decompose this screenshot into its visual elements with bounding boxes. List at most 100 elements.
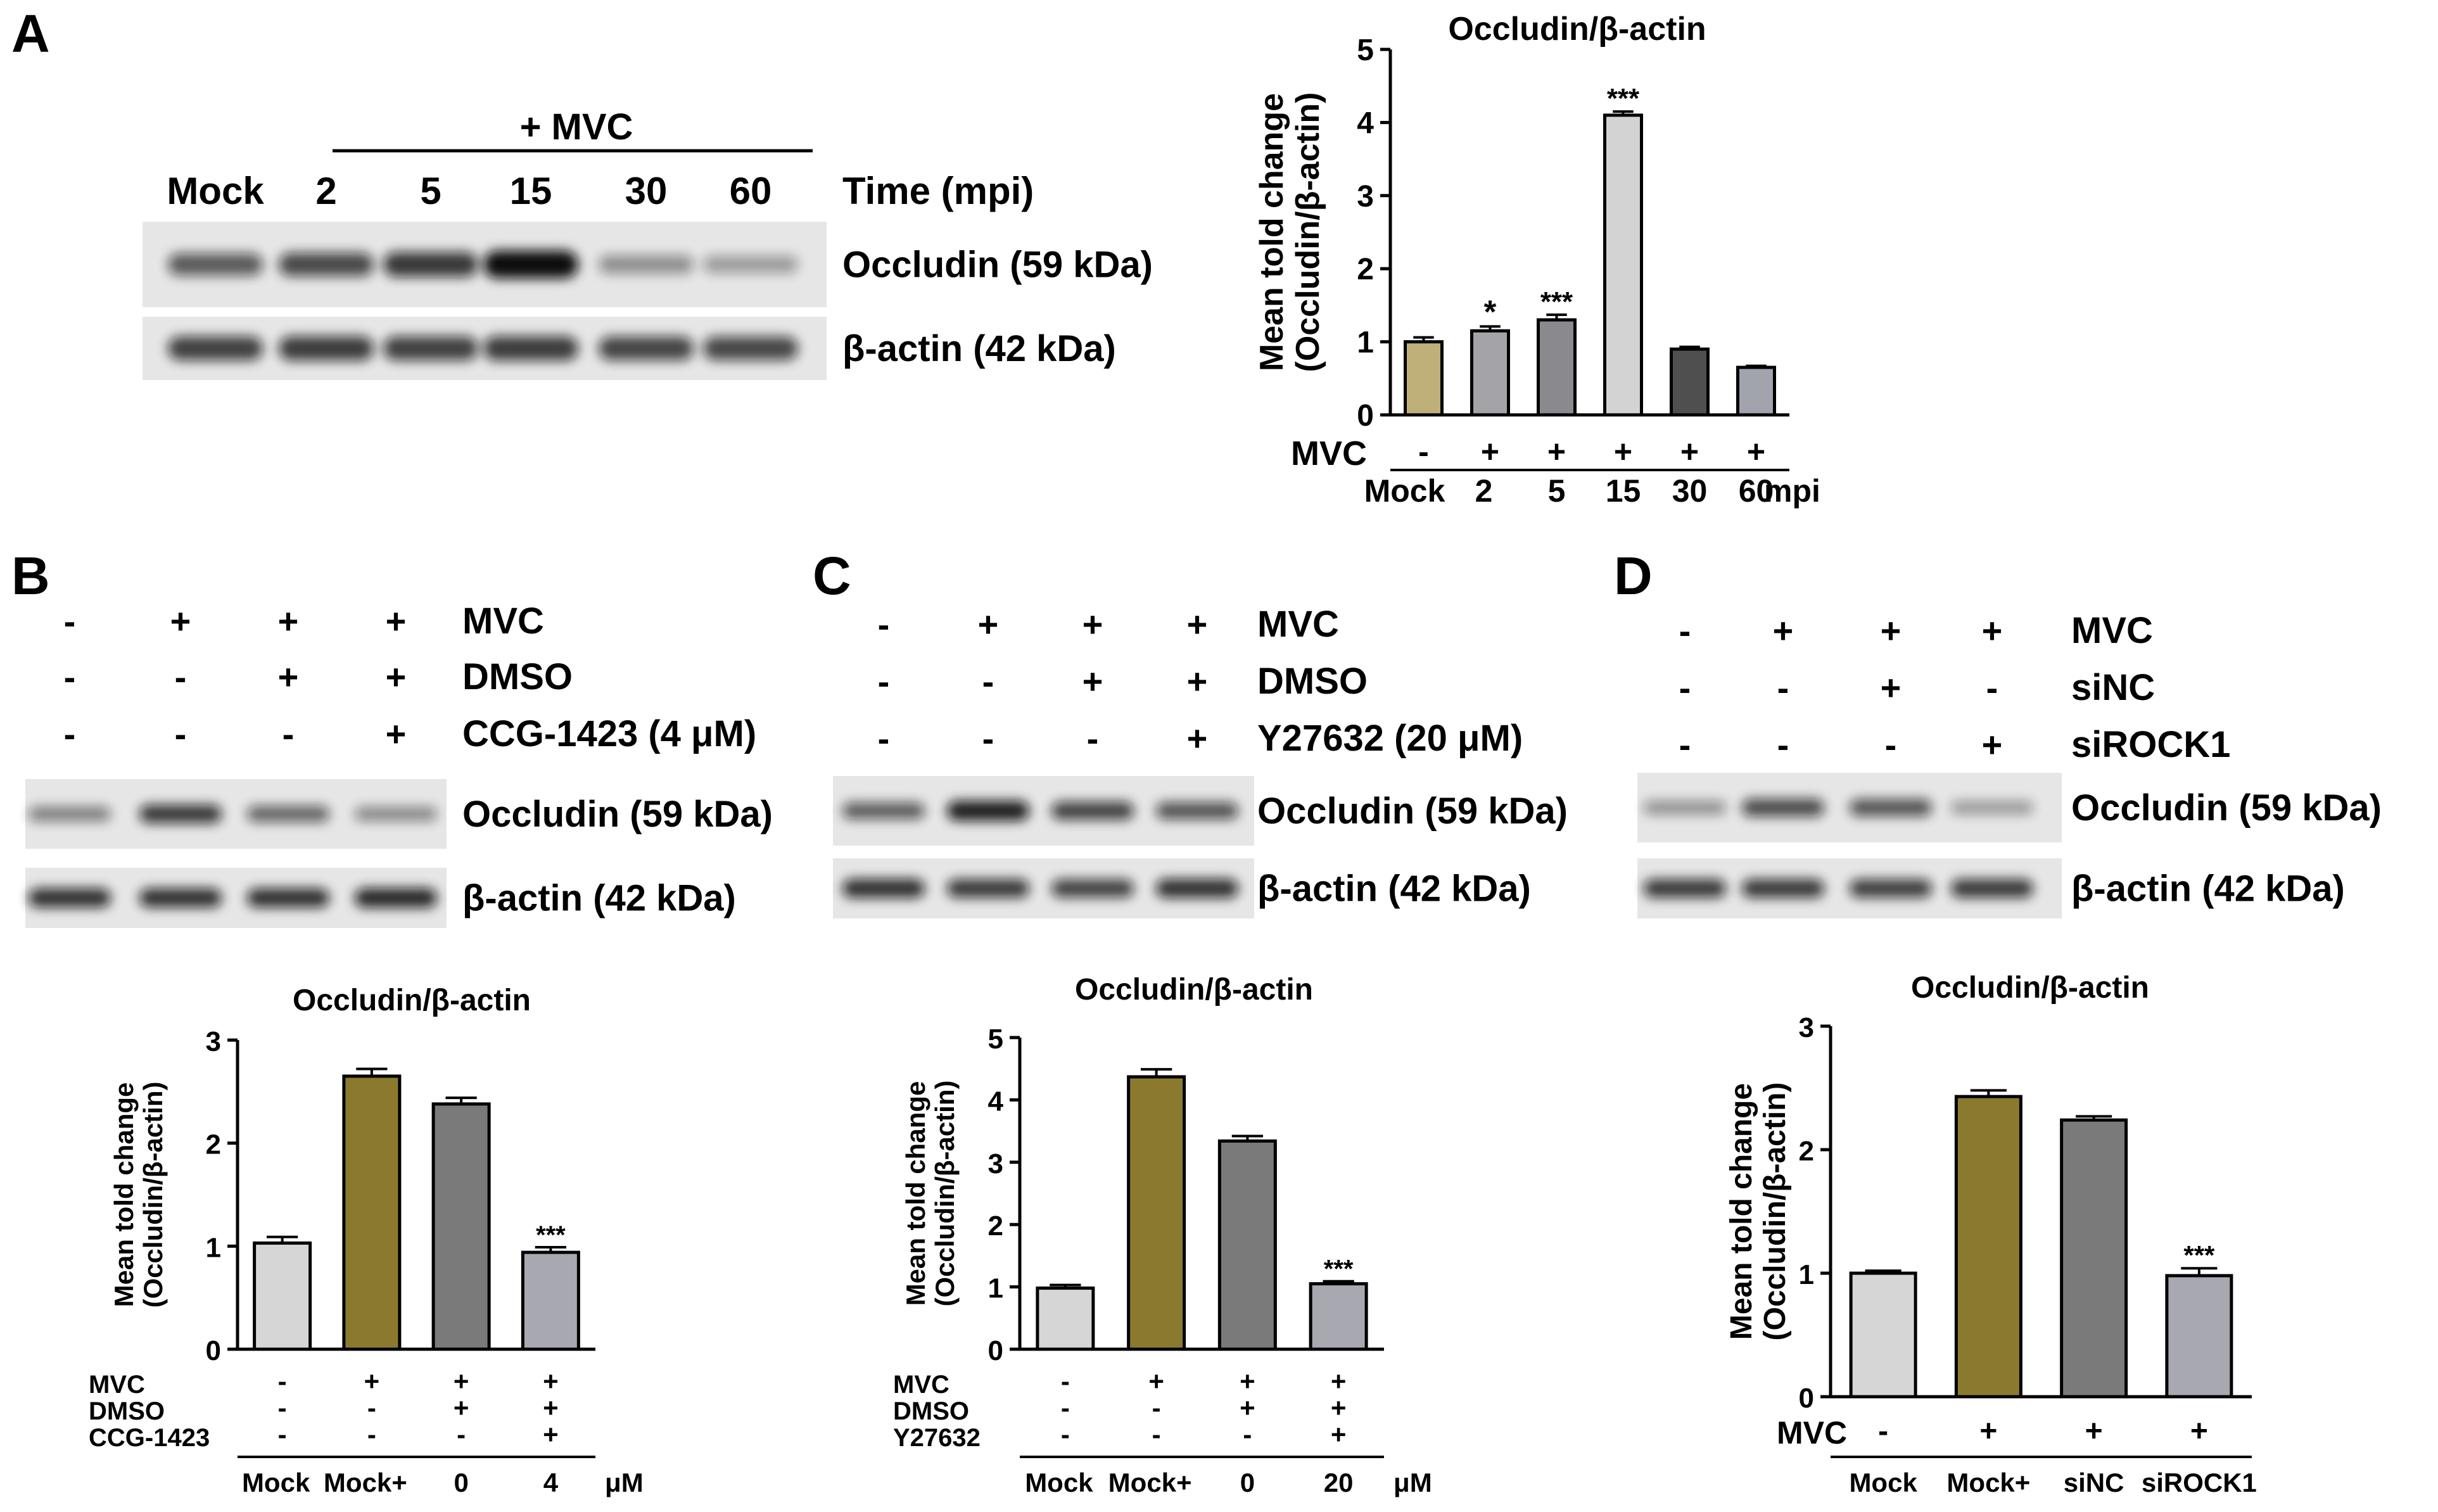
blot-b-sign: +: [278, 601, 299, 641]
blot-d-band-label: Occludin (59 kDa): [2071, 787, 2382, 829]
blot-d-sign: -: [1679, 668, 1691, 708]
chart-a-y-tick-label: 5: [1357, 34, 1374, 67]
blot-c-strip-1-band-2: [947, 801, 1029, 821]
chart-d-bar-2: [1954, 1095, 2022, 1399]
blot-c-strip-1-band-3: [1051, 801, 1134, 820]
panel-letter-c: C: [813, 546, 851, 606]
chart-a-bar-1: [1404, 340, 1444, 417]
blot-b-sign: +: [278, 657, 299, 697]
chart-c-category-label: Mock+: [1108, 1468, 1192, 1497]
chart-b-category-label: 4: [543, 1468, 559, 1497]
chart-b-sign: +: [364, 1366, 380, 1396]
chart-b-sign: +: [454, 1393, 469, 1423]
chart-c-sign: -: [1152, 1420, 1161, 1449]
chart-a-sign: +: [1481, 434, 1499, 469]
chart-a-significance: *: [1484, 293, 1497, 329]
chart-a-sign: +: [1547, 434, 1566, 469]
chart-b-category-label: 0: [454, 1468, 468, 1497]
blot-d-sign: -: [1679, 725, 1691, 765]
blot-b-strip-2-band-2: [139, 888, 222, 908]
blot-c-sign: -: [982, 718, 994, 758]
chart-c-y-label: Mean told change(Occludin/β-actin): [901, 1081, 960, 1307]
chart-d-title: Occludin/β-actin: [1911, 971, 2149, 1005]
blot-d-sign: -: [1986, 668, 1998, 708]
chart-c-sign: +: [1240, 1393, 1255, 1423]
blot-b-band-label: β-actin (42 kDa): [462, 878, 736, 919]
blot-a-strip-1-band-1: [168, 253, 263, 276]
blot-d-row-label: MVC: [2071, 610, 2153, 651]
blot-d: - + + + MVC - - + - siNC - - - + siROCK1 Occludin (59 k…: [1637, 610, 2382, 918]
blot-a-strip-2-band-2: [279, 336, 374, 361]
chart-a-bar-4: [1603, 113, 1643, 417]
chart-b-y-tick-label: 3: [206, 1026, 221, 1057]
chart-b-sign: +: [454, 1366, 469, 1396]
blot-b-strip-2-band-1: [29, 888, 111, 908]
blot-a-lane-label: 5: [420, 170, 441, 212]
blot-d-sign: +: [1982, 725, 2003, 765]
blot-b-strip-1-band-3: [247, 806, 329, 822]
blot-a-strip-2-band-4: [483, 336, 578, 361]
blot-a-lane-labels: Mock 2 5 15 30 60: [167, 170, 771, 212]
chart-c-significance: ***: [1324, 1255, 1354, 1283]
chart-b-y-tick-label: 1: [206, 1232, 221, 1263]
chart-b: Occludin/β-actin 0 1 2 3 Mean told change(Occ…: [89, 984, 644, 1497]
chart-d-bar-1: [1849, 1271, 1917, 1399]
blot-d-strip-2-band-1: [1644, 879, 1726, 898]
chart-d-significance: ***: [2183, 1240, 2215, 1270]
chart-a-category-label: 30: [1672, 473, 1708, 509]
chart-a-sign: +: [1747, 434, 1765, 469]
blot-c-strip-2-band-2: [947, 879, 1029, 898]
panel-letter-d: D: [1614, 546, 1653, 606]
blot-a-lane-label: 15: [510, 170, 552, 212]
blot-d-strip-1-band-4: [1951, 801, 2033, 815]
blot-d-sign: -: [1679, 611, 1691, 651]
chart-c-y-tick-label: 4: [988, 1086, 1004, 1117]
chart-a-bar-3: [1537, 318, 1577, 417]
chart-b-y-tick-label: 2: [206, 1129, 221, 1160]
blot-c-strip-1-band-4: [1156, 802, 1238, 820]
chart-b-unit-label: μM: [605, 1468, 644, 1497]
blot-d-sign: +: [1881, 668, 1902, 708]
chart-b-bar-4: [521, 1250, 580, 1351]
blot-d-row-label: siROCK1: [2071, 724, 2230, 765]
blot-d-sign: -: [1777, 725, 1789, 765]
chart-c-sign: +: [1148, 1366, 1164, 1396]
chart-a-bar-6: [1736, 365, 1776, 417]
chart-d-y-tick-label: 3: [1799, 1012, 1814, 1043]
chart-d: Occludin/β-actin 0 1 2 3 Mean told change(Occ…: [1725, 971, 2257, 1497]
blot-a-strip-1-band-6: [703, 255, 798, 274]
blot-a-band-label: Occludin (59 kDa): [842, 245, 1153, 286]
chart-a-sign: -: [1418, 434, 1429, 469]
chart-c-bar-2: [1127, 1075, 1186, 1351]
blot-c-strip-2-band-3: [1051, 879, 1134, 898]
blot-b: - + + + MVC - - + + DMSO - - - + CCG-1423 (4 μM) Occlud…: [25, 600, 773, 928]
blot-c: - + + + MVC - - + + DMSO - - - + Y27632 (20 μM) Occludi…: [833, 604, 1568, 918]
chart-c-bar-1: [1036, 1286, 1095, 1351]
blot-b-sign: -: [283, 714, 295, 754]
chart-d-category-label: Mock+: [1946, 1468, 2030, 1497]
chart-c-sign: +: [1331, 1393, 1347, 1423]
chart-b-bar-2: [342, 1074, 402, 1351]
blot-c-strip-1-band-1: [842, 802, 925, 820]
chart-b-sign: +: [543, 1420, 559, 1449]
chart-a-bar-2: [1470, 329, 1510, 417]
blot-b-row-label: MVC: [462, 600, 544, 642]
chart-b-sign: +: [543, 1366, 559, 1396]
chart-d-category-label: siNC: [2064, 1468, 2124, 1497]
chart-b-sign: -: [278, 1393, 287, 1423]
chart-c-category-label: Mock: [1025, 1468, 1093, 1497]
blot-d-strip-2-band-2: [1742, 879, 1824, 898]
chart-c-sign: +: [1240, 1366, 1255, 1396]
blot-b-row-label: CCG-1423 (4 μM): [462, 713, 756, 754]
blot-c-sign: +: [1187, 718, 1208, 758]
chart-b-category-label: Mock+: [324, 1468, 407, 1497]
chart-c-unit-label: μM: [1394, 1468, 1432, 1497]
chart-d-sign: +: [2085, 1414, 2103, 1448]
blot-a-strip-1-band-4: [483, 250, 578, 279]
chart-c-sign: -: [1061, 1393, 1070, 1423]
blot-a-strip-1-band-2: [279, 253, 374, 276]
chart-d-y-label: Mean told change(Occludin/β-actin): [1725, 1083, 1792, 1341]
blot-b-sign: +: [170, 601, 191, 641]
chart-a-y-tick-label: 2: [1357, 253, 1374, 286]
blot-d-sign: -: [1777, 668, 1789, 708]
